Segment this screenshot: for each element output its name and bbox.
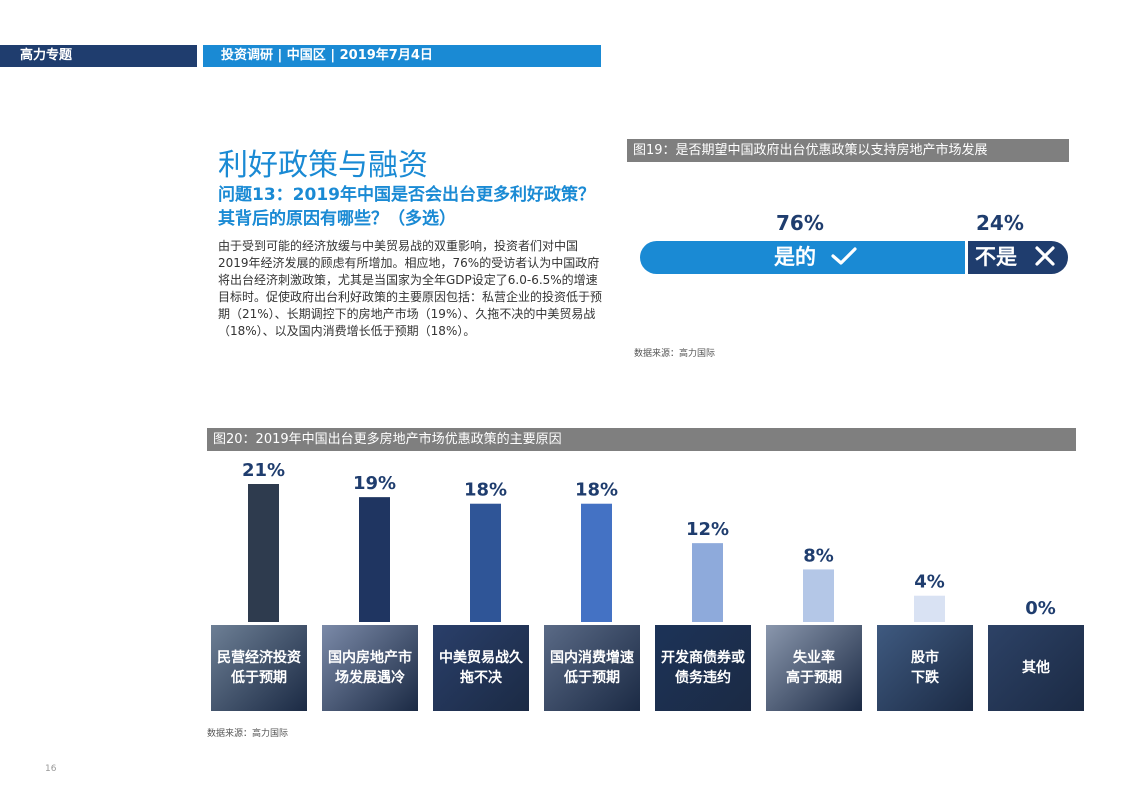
page-number: 16 <box>45 764 57 774</box>
bar-value-label: 0% <box>1025 598 1056 619</box>
report-meta-bar: 投资调研 | 中国区 | 2019年7月4日 <box>203 45 601 67</box>
fig20-title: 图20：2019年中国出台更多房地产市场优惠政策的主要原因 <box>207 428 1076 451</box>
bar <box>581 503 612 622</box>
category-tile: 民营经济投资 低于预期 <box>211 625 307 711</box>
fig19-yes-segment <box>640 241 965 274</box>
category-tile: 其他 <box>988 625 1084 711</box>
report-series-label: 高力专题 <box>0 45 197 67</box>
bar-value-label: 12% <box>686 519 729 540</box>
question-title: 问题13：2019年中国是否会出台更多利好政策？其背后的原因有哪些？（多选） <box>218 185 595 229</box>
fig19-no-label-group: 不是 <box>975 241 1056 274</box>
fig19-yes-pct: 76% <box>776 211 824 235</box>
fig19-no-pct: 24% <box>976 211 1024 235</box>
bar-value-label: 4% <box>914 572 945 593</box>
category-label: 股市 下跌 <box>911 650 939 686</box>
check-icon <box>831 247 857 265</box>
section-title: 利好政策与融资 <box>218 148 428 183</box>
category-label: 其他 <box>1022 660 1050 676</box>
category-label: 国内消费增速 低于预期 <box>550 650 634 686</box>
fig19-yes-label: 是的 <box>774 245 816 269</box>
category-tile: 中美贸易战久 拖不决 <box>433 625 529 711</box>
category-label: 中美贸易战久 拖不决 <box>439 650 523 686</box>
cross-icon <box>1035 246 1055 266</box>
bar <box>803 569 834 622</box>
bar-value-label: 21% <box>242 460 285 481</box>
bar-value-label: 8% <box>803 545 834 566</box>
body-paragraph: 由于受到可能的经济放缓与中美贸易战的双重影响，投资者们对中国2019年经济发展的… <box>218 239 603 338</box>
category-tile: 失业率 高于预期 <box>766 625 862 711</box>
category-label: 开发商债券或 债务违约 <box>661 650 745 686</box>
bar-value-label: 18% <box>575 480 618 501</box>
category-tile: 股市 下跌 <box>877 625 973 711</box>
bar <box>914 595 945 622</box>
fig19-no-label: 不是 <box>975 245 1017 269</box>
fig19-no-segment <box>968 241 1068 274</box>
category-tile: 开发商债券或 债务违约 <box>655 625 751 711</box>
category-tile: 国内房地产市 场发展遇冷 <box>322 625 418 711</box>
category-tile: 国内消费增速 低于预期 <box>544 625 640 711</box>
bar <box>248 484 279 622</box>
fig19-yes-label-group: 是的 <box>774 241 857 274</box>
bar <box>470 503 501 622</box>
bar <box>359 497 390 622</box>
fig19-title: 图19：是否期望中国政府出台优惠政策以支持房地产市场发展 <box>627 139 1069 162</box>
fig19-split-bar: 是的 不是 <box>640 241 1068 274</box>
fig19-source: 数据来源：高力国际 <box>634 349 716 359</box>
bar <box>692 543 723 622</box>
fig20-bar-chart: 21% 19% 18% 18% 12% 8% 4% 0% <box>242 460 1056 622</box>
fig20-source: 数据来源：高力国际 <box>207 729 289 739</box>
category-label: 国内房地产市 场发展遇冷 <box>328 650 412 686</box>
category-label: 失业率 高于预期 <box>786 650 842 686</box>
category-label: 民营经济投资 低于预期 <box>217 650 301 686</box>
bar-value-label: 19% <box>353 473 396 494</box>
bar-value-label: 18% <box>464 480 507 501</box>
